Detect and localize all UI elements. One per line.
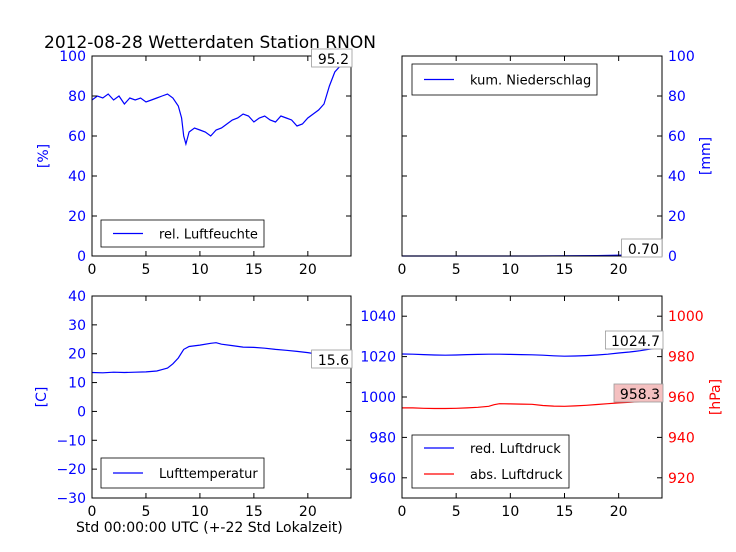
y2-tick-label-pressure: 940 (668, 430, 695, 446)
x-tick-label-precipitation: 10 (501, 262, 519, 278)
y-tick-label-precipitation: 40 (668, 169, 686, 185)
x-tick-label-humidity: 0 (88, 262, 97, 278)
series-line-pressure-0 (401, 346, 663, 357)
x-tick-label-pressure: 0 (398, 504, 407, 520)
x-tick-label-pressure: 5 (452, 504, 461, 520)
y-tick-label-humidity: 100 (59, 49, 86, 65)
axes-frame-precipitation (401, 55, 663, 257)
y-tick-label-temperature: −20 (56, 462, 86, 478)
y-tick-label-temperature: 30 (68, 318, 86, 334)
y-tick-label-temperature: −30 (56, 491, 86, 507)
y-tick-label-humidity: 60 (68, 129, 86, 145)
x-tick-label-pressure: 20 (610, 504, 628, 520)
y-tick-label-temperature: 20 (68, 347, 86, 363)
y-tick-label-pressure: 1040 (360, 309, 396, 325)
axes-frame-humidity (91, 55, 352, 257)
x-tick-label-temperature: 10 (191, 504, 209, 520)
axes-frame-temperature (91, 295, 352, 499)
y-tick-label-temperature: 0 (77, 404, 86, 420)
annotation-temperature: 15.6 (318, 353, 349, 369)
chart-humidity: 0 5 10 15 20 0 20 40 60 80 100 [%] 95.2 rel. Luftfeuc… (36, 48, 353, 278)
y2-tick-label-pressure: 920 (668, 471, 695, 487)
y-tick-label-precipitation: 0 (668, 249, 677, 265)
x-tick-label-precipitation: 15 (556, 262, 574, 278)
y-tick-label-pressure: 1020 (360, 350, 396, 366)
y-tick-label-precipitation: 60 (668, 129, 686, 145)
legend-frame-pressure (411, 434, 570, 489)
y-tick-label-temperature: −10 (56, 433, 86, 449)
y-tick-label-precipitation: 100 (668, 49, 695, 65)
y-tick-label-precipitation: 20 (668, 209, 686, 225)
annotation-pressure-reduced-box (605, 330, 664, 350)
legend-label-precipitation-0: kum. Niederschlag (470, 74, 591, 89)
x-tick-label-temperature: 20 (299, 504, 317, 520)
y-tick-label-humidity: 80 (68, 89, 86, 105)
y2-tick-label-pressure: 960 (668, 390, 695, 406)
figure-title: 2012-08-28 Wetterdaten Station RNON (44, 33, 376, 53)
legend-precipitation: kum. Niederschlag (411, 63, 598, 96)
x-tick-label-humidity: 20 (299, 262, 317, 278)
legend-label-temperature-0: Lufttemperatur (159, 467, 258, 482)
x-tick-label-humidity: 15 (245, 262, 263, 278)
x-tick-label-temperature: 0 (88, 504, 97, 520)
x-tick-label-pressure: 15 (556, 504, 574, 520)
legend-label-humidity-0: rel. Luftfeuchte (159, 228, 258, 243)
y-axis-label-temperature: [C] (34, 387, 50, 408)
x-tick-label-temperature: 15 (245, 504, 263, 520)
y-tick-label-pressure: 980 (369, 430, 396, 446)
annotation-pressure-reduced: 1024.7 (611, 334, 660, 350)
x-tick-label-precipitation: 5 (452, 262, 461, 278)
x-tick-label-pressure: 10 (501, 504, 519, 520)
x-tick-label-precipitation: 20 (610, 262, 628, 278)
series-line-temperature-0 (91, 342, 352, 374)
annotation-humidity-box (311, 48, 353, 68)
y-axis-label-pressure: [hPa] (708, 379, 724, 415)
annotation-precipitation-box (621, 238, 663, 258)
y-tick-label-humidity: 20 (68, 209, 86, 225)
y-tick-label-temperature: 10 (68, 376, 86, 392)
y-tick-label-humidity: 0 (77, 249, 86, 265)
x-tick-label-humidity: 5 (141, 262, 150, 278)
chart-precipitation: 0 5 10 15 20 0 20 40 60 80 100 [mm] 0.70 kum. Nieders… (398, 49, 714, 278)
chart-temperature: 0 5 10 15 20 −30 −20 −10 0 10 20 30 40 [C] 15.6 Lufttem… (34, 289, 353, 520)
y2-tick-label-pressure: 1000 (668, 309, 704, 325)
y-tick-label-pressure: 960 (369, 471, 396, 487)
legend-humidity: rel. Luftfeuchte (100, 219, 265, 248)
y-axis-label-precipitation: [mm] (698, 137, 714, 175)
x-tick-label-temperature: 5 (141, 504, 150, 520)
annotation-pressure-absolute-box (613, 383, 664, 403)
x-tick-label-precipitation: 0 (398, 262, 407, 278)
y-axis-label-humidity: [%] (36, 144, 52, 168)
chart-pressure: 0 5 10 15 20 960 980 1000 1020 1040 920 940 960 980 10… (360, 295, 724, 520)
y2-tick-label-pressure: 980 (668, 350, 695, 366)
y-tick-label-humidity: 40 (68, 169, 86, 185)
legend-temperature: Lufttemperatur (100, 457, 265, 489)
annotation-temperature-box (311, 349, 353, 369)
annotation-pressure-absolute: 958.3 (620, 387, 660, 403)
legend-pressure: red. Luftdruck abs. Luftdruck (411, 434, 570, 489)
figure-xlabel: Std 00:00:00 UTC (+-22 Std Lokalzeit) (76, 520, 343, 536)
series-line-humidity-0 (91, 65, 351, 147)
x-tick-label-humidity: 10 (191, 262, 209, 278)
annotation-humidity: 95.2 (318, 52, 349, 68)
legend-label-pressure-1: abs. Luftdruck (470, 468, 563, 483)
legend-label-pressure-0: red. Luftdruck (470, 442, 561, 457)
annotation-precipitation: 0.70 (628, 242, 659, 258)
y-tick-label-precipitation: 80 (668, 89, 686, 105)
y-tick-label-temperature: 40 (68, 289, 86, 305)
y-tick-label-pressure: 1000 (360, 390, 396, 406)
series-line-pressure-1 (402, 399, 662, 410)
